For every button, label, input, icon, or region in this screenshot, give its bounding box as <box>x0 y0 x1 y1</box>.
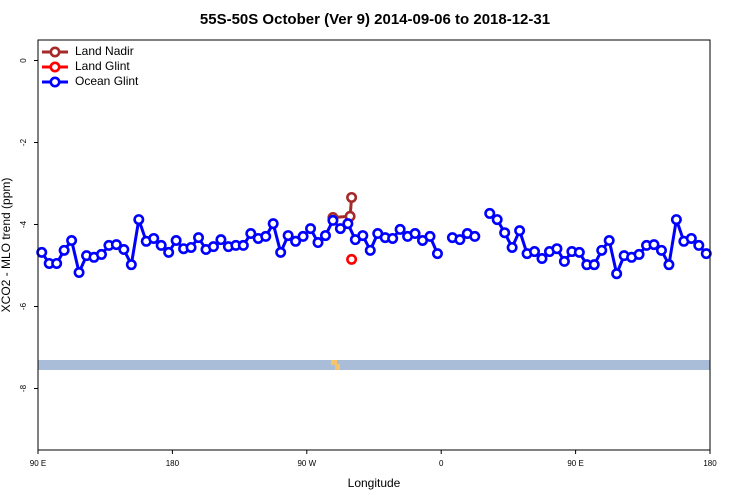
data-point <box>237 239 249 251</box>
data-point <box>260 230 272 242</box>
legend-label: Land Nadir <box>75 44 134 58</box>
data-point <box>693 239 705 251</box>
ocean-band <box>38 360 710 370</box>
data-point <box>319 230 331 242</box>
y-tick-label: 0 <box>19 58 28 63</box>
data-point <box>282 230 294 242</box>
data-point <box>670 214 682 226</box>
legend-marker <box>49 76 61 88</box>
data-point <box>118 244 130 256</box>
x-tick-label: 90 W <box>297 459 316 468</box>
map-strip <box>38 360 710 370</box>
plot-area <box>36 191 712 280</box>
data-point <box>529 246 541 258</box>
x-tick-label: 180 <box>703 459 717 468</box>
plot-frame <box>37 39 711 451</box>
data-point <box>155 239 167 251</box>
x-tick-label: 180 <box>166 459 180 468</box>
data-point <box>573 246 585 258</box>
y-tick-label: -6 <box>19 302 28 310</box>
data-point <box>215 234 227 246</box>
data-point <box>364 244 376 256</box>
data-point <box>536 253 548 265</box>
x-tick-label: 0 <box>439 459 444 468</box>
data-point <box>611 268 623 280</box>
data-point <box>499 227 511 239</box>
data-point <box>491 214 503 226</box>
data-point <box>193 232 205 244</box>
data-point <box>327 214 339 226</box>
y-tick-label: -2 <box>19 138 28 146</box>
data-point <box>73 266 85 278</box>
data-point <box>506 241 518 253</box>
data-point <box>655 244 667 256</box>
data-point <box>685 232 697 244</box>
data-point <box>275 246 287 258</box>
data-point <box>290 235 302 247</box>
data-point <box>148 232 160 244</box>
data-point <box>558 255 570 267</box>
data-point <box>133 214 145 226</box>
data-point <box>431 248 443 260</box>
data-point <box>267 218 279 230</box>
data-point <box>551 243 563 255</box>
data-point <box>387 232 399 244</box>
data-point <box>66 234 78 246</box>
data-point <box>424 230 436 242</box>
x-axis-label: Longitude <box>348 476 401 490</box>
data-point <box>342 218 354 230</box>
data-point <box>297 230 309 242</box>
y-tick-label: -8 <box>19 384 28 392</box>
chart-title: 55S-50S October (Ver 9) 2014-09-06 to 20… <box>200 11 550 28</box>
data-point <box>245 228 257 240</box>
land-spot <box>335 364 340 370</box>
legend-marker <box>49 61 61 73</box>
data-point <box>185 241 197 253</box>
data-point <box>170 234 182 246</box>
data-point <box>454 234 466 246</box>
data-point <box>648 239 660 251</box>
data-point <box>36 246 48 258</box>
data-point <box>125 259 137 271</box>
x-tick-label: 90 E <box>567 459 583 468</box>
data-point <box>596 244 608 256</box>
data-point <box>58 244 70 256</box>
data-point <box>633 248 645 260</box>
data-point <box>588 259 600 271</box>
data-point <box>95 248 107 260</box>
data-point <box>163 246 175 258</box>
data-point <box>514 225 526 237</box>
x-tick-label: 90 E <box>30 459 46 468</box>
data-point <box>603 234 615 246</box>
data-point <box>207 241 219 253</box>
data-point <box>110 239 122 251</box>
data-point <box>700 248 712 260</box>
data-point <box>663 259 675 271</box>
data-point <box>469 230 481 242</box>
y-tick-label: -4 <box>19 220 28 228</box>
data-point <box>346 191 358 203</box>
data-point <box>394 223 406 235</box>
data-point <box>346 253 358 265</box>
legend-label: Ocean Glint <box>75 74 139 88</box>
data-point <box>312 237 324 249</box>
data-point <box>357 230 369 242</box>
data-point <box>484 207 496 219</box>
legend-marker <box>49 46 61 58</box>
data-point <box>409 228 421 240</box>
land-spot <box>331 360 337 365</box>
data-point <box>51 257 63 269</box>
y-axis-label: XCO2 - MLO trend (ppm) <box>0 178 13 313</box>
data-point <box>305 223 317 235</box>
data-point <box>334 223 346 235</box>
legend-label: Land Glint <box>75 59 130 73</box>
